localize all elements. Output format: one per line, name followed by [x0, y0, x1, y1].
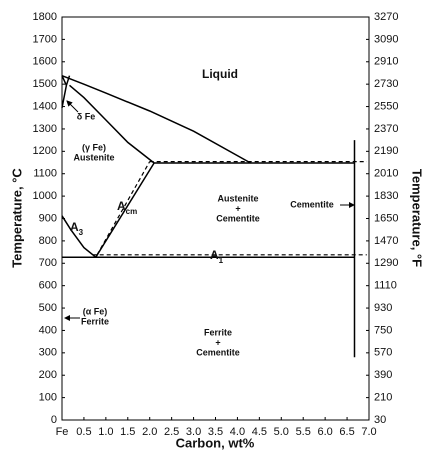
annotation: Acm	[117, 199, 137, 215]
y-tick-label: 900	[39, 212, 57, 224]
x-tick-label: 2.5	[164, 426, 179, 438]
x-tick-label: 6.5	[339, 426, 354, 438]
y-tick-label: 1000	[33, 190, 57, 202]
y2-axis-title: Temperature, °F	[410, 169, 425, 267]
y-tick-label: 100	[39, 392, 57, 404]
phase-boundary	[96, 161, 151, 256]
annotation-sub: 3	[79, 228, 84, 237]
annotation: δ Fe	[77, 111, 95, 121]
x-tick-label: 5.0	[274, 426, 289, 438]
annotation: +	[215, 337, 220, 347]
y2-tick-label: 3090	[374, 33, 398, 45]
y2-tick-label: 2550	[374, 100, 398, 112]
x-tick-label: 4.5	[252, 426, 267, 438]
annotation-main: A	[117, 199, 126, 213]
y-tick-label: 200	[39, 369, 57, 381]
y-tick-label: 300	[39, 347, 57, 359]
annotation: (α Fe)	[83, 306, 108, 316]
phase-boundary	[69, 84, 155, 164]
annotation-sub: 1	[219, 256, 224, 265]
y2-tick-label: 210	[374, 392, 392, 404]
y2-tick-label: 390	[374, 369, 392, 381]
annotation: A3	[70, 220, 84, 236]
x-tick-label: 0.5	[76, 426, 91, 438]
y-tick-label: 1200	[33, 145, 57, 157]
y2-tick-label: 2910	[374, 56, 398, 68]
annotation: +	[235, 203, 240, 213]
x-tick-label: 6.0	[317, 426, 332, 438]
y-axis-title: Temperature, °C	[9, 168, 24, 268]
x-tick-label: 3.5	[208, 426, 223, 438]
phase-boundary	[61, 215, 97, 258]
y-tick-label: 1500	[33, 78, 57, 90]
annotation: A1	[210, 248, 224, 264]
y-tick-label: 500	[39, 302, 57, 314]
annotation: Cementite	[290, 199, 334, 209]
annotation: Ferrite	[81, 316, 109, 326]
x-tick-label: 4.0	[230, 426, 245, 438]
x-tick-label: Fe	[56, 426, 69, 438]
x-tick-label: 5.5	[296, 426, 311, 438]
y2-tick-label: 2010	[374, 168, 398, 180]
y2-tick-label: 1110	[374, 280, 397, 292]
y2-tick-label: 1830	[374, 190, 398, 202]
annotation: (γ Fe)	[82, 142, 106, 152]
x-tick-label: 7.0	[361, 426, 376, 438]
phase-boundary	[95, 162, 155, 258]
x-axis-title: Carbon, wt%	[176, 435, 255, 450]
phase-boundary	[61, 75, 68, 86]
y2-tick-label: 570	[374, 347, 392, 359]
y-tick-label: 600	[39, 280, 57, 292]
x-tick-label: 1.0	[98, 426, 113, 438]
y2-tick-label: 3270	[374, 11, 398, 23]
annotation: Ferrite	[204, 327, 232, 337]
y2-tick-label: 1470	[374, 235, 398, 247]
x-tick-label: 1.5	[120, 426, 135, 438]
y-tick-label: 1400	[33, 100, 57, 112]
annotation: Cementite	[216, 213, 260, 223]
y-tick-label: 1800	[33, 11, 57, 23]
annotation-main: A	[210, 248, 219, 262]
annotation: Austenite	[73, 152, 114, 162]
y-tick-label: 1100	[33, 168, 57, 180]
y-tick-label: 800	[39, 235, 57, 247]
y2-tick-label: 750	[374, 324, 392, 336]
y2-tick-label: 1650	[374, 212, 398, 224]
annotation: Liquid	[202, 67, 238, 81]
arrow	[66, 100, 79, 113]
annotation-sub: cm	[126, 207, 138, 216]
y2-tick-label: 930	[374, 302, 392, 314]
y2-tick-label: 2370	[374, 123, 398, 135]
annotation: Cementite	[196, 347, 240, 357]
y-tick-label: 700	[39, 257, 57, 269]
y-tick-label: 1300	[33, 123, 57, 135]
y-tick-label: 400	[39, 324, 57, 336]
y2-tick-label: 2190	[374, 145, 398, 157]
y-tick-label: 1600	[33, 56, 57, 68]
y2-tick-label: 2730	[374, 78, 398, 90]
annotation: Austenite	[217, 193, 258, 203]
y-tick-label: 0	[51, 414, 57, 426]
annotation-main: A	[70, 220, 79, 234]
y2-tick-label: 30	[374, 414, 386, 426]
phase-boundary	[61, 75, 251, 164]
y2-tick-label: 1290	[374, 257, 398, 269]
x-tick-label: 3.0	[186, 426, 201, 438]
y-tick-label: 1700	[33, 33, 57, 45]
x-tick-label: 2.0	[142, 426, 157, 438]
